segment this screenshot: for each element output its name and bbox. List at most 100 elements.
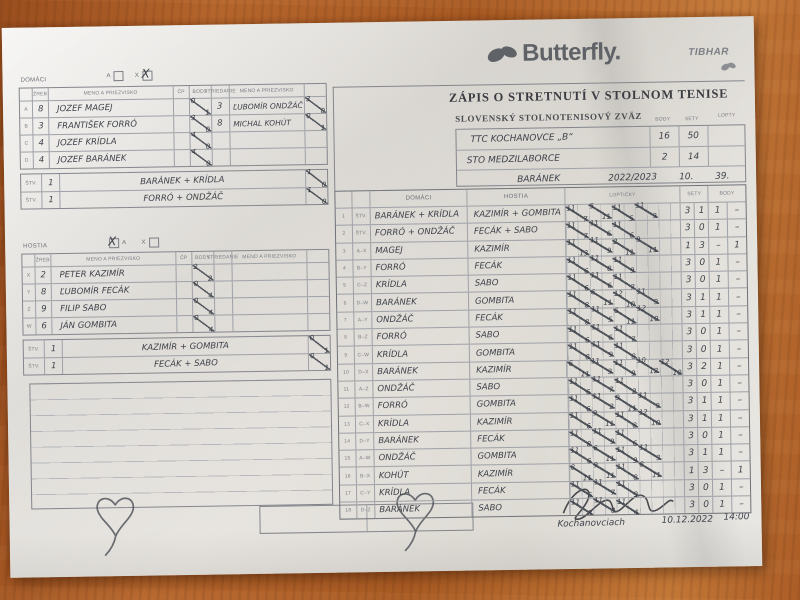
guest-rank-val-0: 2: [40, 270, 46, 281]
set-top-12-2: 11: [615, 410, 625, 420]
set-top-4-2: 11: [613, 272, 623, 281]
set-top-16-1: 11: [593, 478, 603, 487]
main-table-rows: 1 ŠTV. BARÁNEK + KRÍDLA KAZIMÍR + GOMBITA 11…: [335, 201, 751, 520]
guest-dbl-diag-1-bottom: 1: [324, 363, 330, 372]
match-sety-home-13: 3: [683, 427, 698, 445]
guest-name-val-1: ĽUBOMÍR FECÁK: [59, 285, 130, 298]
set-score-8-1: 11 9: [590, 340, 614, 359]
match-sety-guest-val-10: 0: [701, 378, 708, 390]
set-score-2-1: 11 9: [588, 236, 613, 255]
match-guest-name-11: GOMBITA: [476, 399, 517, 411]
home-letter-3: D: [24, 157, 29, 164]
guest-cp-3: [176, 315, 193, 333]
set-top-0-2: 11: [612, 203, 622, 212]
set-score-11-0: 11 6: [568, 394, 592, 413]
match-sety-guest-9: 2: [696, 358, 711, 376]
set-score-9-4: 12 10: [659, 358, 683, 377]
match-body-guest-val-8: –: [736, 343, 742, 354]
set-top-5-3: 11: [636, 287, 646, 296]
home-subname-val-0: ĽUBOMÍR ONDŽÁČ: [232, 100, 303, 112]
match-n-7: 8: [344, 334, 348, 341]
set-score-1-1: 11 6: [588, 219, 613, 238]
summary-header-lopty: LOPTY: [717, 112, 736, 119]
match-home-name-17: BARÁNEK: [379, 504, 420, 516]
match-sety-home-val-5: 3: [685, 292, 692, 303]
set-score-2-0: 11 13: [566, 238, 590, 258]
match-sets-0: 11 7 5 11 11 5 11 9: [564, 201, 681, 223]
set-top-10-2: 11: [615, 376, 625, 385]
match-body-guest-16: –: [731, 478, 751, 496]
set-top-2-0: 11: [566, 238, 577, 247]
guest-player-score-0-top: 2: [193, 262, 198, 271]
set-bottom-12-3: 10: [650, 419, 661, 428]
set-top-10-1: 11: [591, 374, 602, 384]
set-score-5-1: 6 11: [589, 288, 614, 307]
match-sety-home-8: 3: [682, 341, 697, 358]
match-code-13: D–Y: [355, 433, 374, 450]
guest-player-score-3-bottom: 4: [208, 325, 214, 334]
checkbox-label-x: X: [134, 72, 140, 79]
set-score-13-0: 11 8: [569, 429, 593, 448]
match-body-home-val-12: 1: [718, 413, 725, 424]
match-guest-11: GOMBITA: [469, 395, 568, 414]
guest-letter-1: Y: [27, 289, 31, 296]
set-top-11-1: 11: [592, 392, 602, 401]
match-sety-home-5: 3: [681, 289, 696, 307]
set-bottom-17-0: 8: [587, 508, 593, 517]
set-score-7-0: 11 6: [567, 325, 591, 344]
set-top-17-0: 11: [571, 498, 581, 507]
set-bottom-14-1: 11: [605, 454, 615, 463]
match-body-guest-val-13: –: [737, 430, 743, 441]
match-sety-home-15: 1: [683, 462, 699, 480]
match-sety-guest-2: 3: [694, 237, 709, 254]
set-bottom-6-1: 5: [607, 316, 613, 325]
match-guest-2: KAZIMÍR: [467, 239, 566, 258]
match-sets-4: 11 6 11 6 11 7: [565, 271, 682, 292]
set-top-11-2: 9: [615, 393, 621, 402]
guest-dbl-names-val-0: KAZIMÍR + GOMBITA: [141, 340, 229, 353]
match-n-3: 4: [342, 265, 347, 272]
guest-checkbox-x: [148, 237, 159, 248]
set-top-1-2: 11: [612, 220, 622, 229]
match-body-guest-13: –: [730, 427, 750, 444]
match-code-10: A–Z: [354, 381, 373, 398]
home-name-val-2: JOZEF KRÍDLA: [57, 136, 117, 149]
summary-box: TTC KOCHANOVCE „B“ 16 50 STO MEDZILABORC…: [455, 124, 747, 190]
guest-subname-2: [231, 297, 308, 315]
set-bottom-11-1: 2: [609, 402, 614, 411]
match-home-name-10: ONDŽÁČ: [377, 383, 415, 395]
guest-dbl-num-1: 1: [43, 358, 62, 375]
match-code-16: C–Y: [355, 484, 375, 502]
match-body-home-14: 1: [711, 444, 731, 462]
set-top-15-0: 8: [570, 463, 576, 472]
guest-rank-0: 2: [34, 267, 51, 284]
guest-dbl-tag-1: ŠTV.: [28, 363, 40, 370]
home-subname-val-1: MICHAL KOHÚT: [232, 117, 291, 129]
round-number: 10.: [678, 171, 694, 182]
match-home-name-0: BARÁNEK + KRÍDLA: [374, 209, 459, 222]
set-score-16-2: 11 9: [615, 480, 640, 499]
match-n-13: 14: [344, 438, 351, 445]
set-score-15-3: 8 11: [638, 461, 662, 479]
set-score-9-3: 10 12: [636, 357, 660, 376]
match-body-home-2: –: [708, 237, 728, 254]
guest-subname-0: [231, 263, 307, 281]
match-sety-guest-12: 1: [697, 410, 712, 427]
match-sety-home-11: 3: [682, 393, 698, 410]
home-subrank-val-1: 8: [217, 118, 224, 129]
match-guest-9: KAZIMÍR: [469, 360, 567, 379]
set-score-15-0: 8 11: [569, 463, 593, 482]
main-match-table: DOMÁCI HOSTIA LOPTIČKY SETY BODY 1 ŠTV. BA…: [334, 184, 752, 521]
match-sety-guest-7: 0: [695, 323, 710, 341]
match-body-guest-8: –: [728, 340, 748, 358]
match-sety-home-val-8: 3: [686, 344, 693, 355]
match-n-12: 13: [343, 421, 350, 428]
match-guest-15: KAZIMÍR: [471, 464, 569, 483]
guest-player-score-2-top: 0: [193, 296, 199, 305]
match-code-15: B–X: [355, 467, 374, 485]
